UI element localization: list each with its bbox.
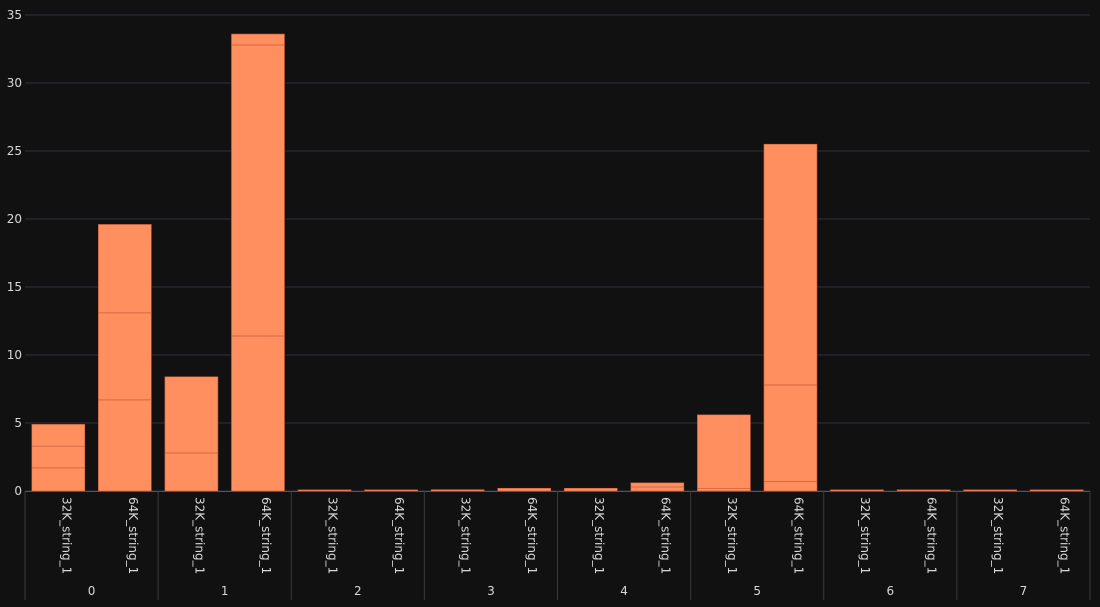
x-category-label: 64K_string_1 — [925, 497, 939, 574]
bar-segment — [830, 489, 884, 492]
bar-segment — [98, 399, 152, 492]
bar-segment — [364, 489, 418, 492]
bar-segment — [963, 489, 1017, 492]
x-group-label: 3 — [487, 584, 495, 598]
x-category-label: 64K_string_1 — [525, 497, 539, 574]
y-tick-label: 5 — [14, 416, 22, 430]
bar-segment — [697, 414, 751, 489]
y-tick-label: 30 — [7, 76, 22, 90]
bar-segment — [697, 487, 751, 492]
x-category-label: 64K_string_1 — [392, 497, 406, 574]
x-group-label: 6 — [886, 584, 894, 598]
bar-segment — [31, 467, 86, 492]
x-category-label: 32K_string_1 — [725, 497, 739, 574]
y-tick-label: 10 — [7, 348, 22, 362]
bar-segment — [430, 489, 485, 492]
bar-segment — [31, 424, 86, 447]
x-group-label: 5 — [753, 584, 761, 598]
x-group-label: 4 — [620, 584, 628, 598]
x-category-label: 32K_string_1 — [192, 497, 206, 574]
bar-segment — [630, 486, 685, 492]
bar-segment — [763, 384, 818, 482]
bar-segment — [297, 489, 352, 492]
y-tick-label: 20 — [7, 212, 22, 226]
x-axis: 32K_string_1 64K_string_1 0 32K_string_1 64K… — [24, 491, 1091, 600]
x-category-label: 32K_string_1 — [592, 497, 606, 574]
bar-segment — [231, 335, 285, 492]
y-tick-label: 15 — [7, 280, 22, 294]
x-category-label: 64K_string_1 — [259, 497, 273, 574]
x-category-label: 32K_string_1 — [858, 497, 872, 574]
x-category-label: 64K_string_1 — [791, 497, 805, 574]
x-group-label: 0 — [88, 584, 96, 598]
y-tick-label: 35 — [7, 8, 22, 22]
bars — [31, 33, 1084, 492]
y-axis: 0 5 10 15 20 25 30 35 — [7, 8, 22, 498]
bar-segment — [1029, 489, 1084, 492]
y-tick-label: 25 — [7, 144, 22, 158]
bar-segment — [164, 452, 219, 492]
bar-segment — [497, 487, 552, 492]
x-group-label: 7 — [1020, 584, 1028, 598]
bar-segment — [630, 482, 685, 488]
bar-segment — [896, 489, 951, 492]
x-category-label: 64K_string_1 — [658, 497, 672, 574]
x-category-label: 32K_string_1 — [326, 497, 340, 574]
x-category-label: 64K_string_1 — [126, 497, 140, 574]
bar-segment — [231, 33, 285, 46]
x-category-label: 64K_string_1 — [1058, 497, 1072, 574]
bar-segment — [164, 376, 219, 454]
x-group-label: 1 — [221, 584, 229, 598]
bar-segment — [563, 487, 618, 492]
x-group-label: 2 — [354, 584, 362, 598]
y-tick-label: 0 — [14, 484, 22, 498]
x-category-label: 32K_string_1 — [991, 497, 1005, 574]
x-category-label: 32K_string_1 — [59, 497, 73, 574]
bar-segment — [763, 143, 818, 386]
bar-segment — [763, 481, 818, 492]
bar-segment — [31, 445, 86, 469]
x-category-label: 32K_string_1 — [459, 497, 473, 574]
bar-segment — [98, 312, 152, 401]
bar-segment — [98, 224, 152, 314]
bar-segment — [231, 44, 285, 337]
